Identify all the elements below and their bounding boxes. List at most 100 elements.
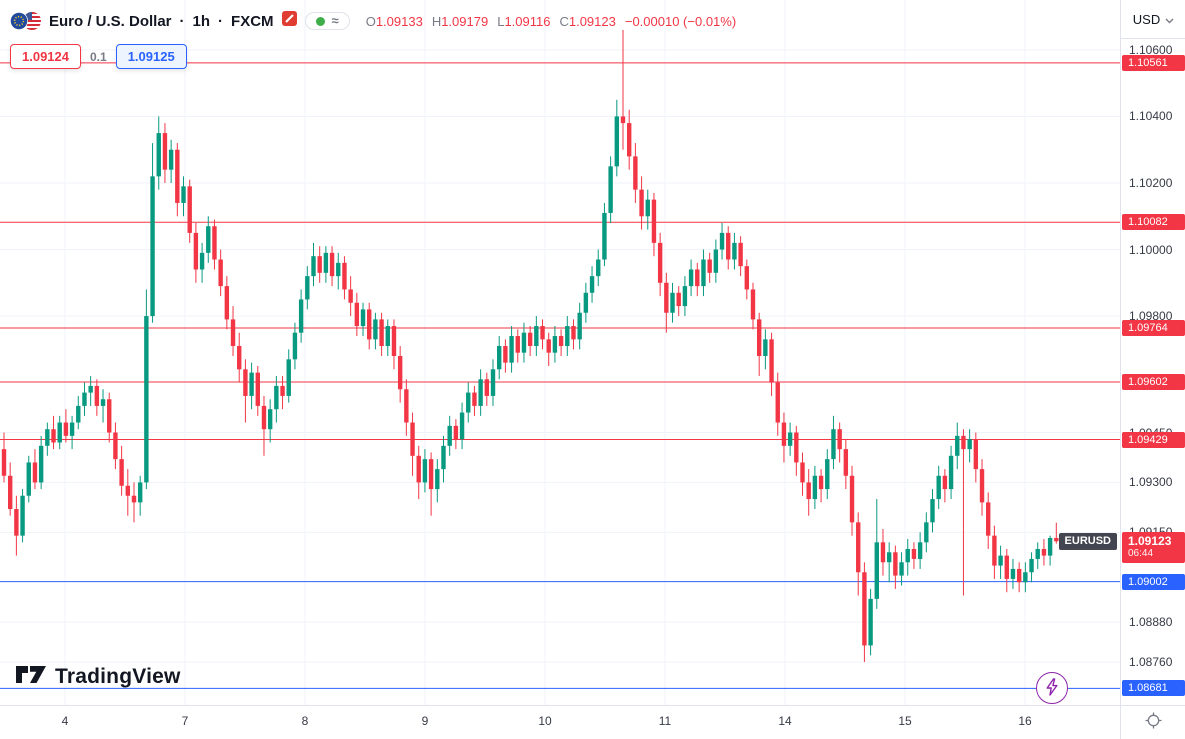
candle: [51, 415, 56, 450]
price-tick-label: 1.10600: [1129, 42, 1173, 57]
candlestick-chart[interactable]: [0, 0, 1120, 705]
symbol-legend[interactable]: Euro / U.S. Dollar · 1h · FXCM ≈ O1.0913…: [10, 9, 736, 33]
candle: [955, 422, 960, 470]
candle: [849, 465, 855, 536]
candle: [917, 532, 923, 569]
ohlc-values: O1.09133 H1.09179 L1.09116 C1.09123 −0.0…: [366, 14, 736, 29]
candle: [732, 232, 737, 270]
candle: [942, 469, 948, 503]
market-status-pill[interactable]: ≈: [304, 12, 350, 30]
sell-button[interactable]: 1.09124: [10, 44, 81, 69]
candle: [726, 226, 731, 270]
candle: [701, 249, 706, 297]
candle: [317, 246, 322, 283]
legend-separator: ·: [218, 12, 224, 30]
candle: [249, 362, 254, 410]
candle: [1041, 538, 1047, 566]
last-price-symbol-tag: EURUSD: [1058, 533, 1117, 551]
candle: [76, 395, 81, 430]
candle: [546, 332, 551, 366]
time-axis[interactable]: 4 7 8 9 10 11 14 15 16: [0, 705, 1120, 739]
candle: [707, 252, 712, 283]
chevron-down-icon: [1165, 12, 1174, 27]
currency-selector[interactable]: USD: [1121, 0, 1185, 39]
interval-label[interactable]: 1h: [192, 12, 211, 30]
quantity-field[interactable]: 0.1: [90, 49, 107, 64]
candle: [478, 369, 483, 416]
candle: [348, 276, 353, 317]
candle: [329, 246, 335, 287]
approx-data-icon: ≈: [331, 13, 339, 28]
candle: [552, 326, 558, 363]
last-price-value: 1.09123: [1128, 534, 1172, 549]
price-tick-label: 1.09300: [1129, 475, 1173, 490]
candle: [63, 409, 69, 443]
candle: [447, 415, 452, 456]
candle: [107, 392, 112, 443]
candle: [237, 332, 242, 383]
candle: [571, 319, 576, 350]
candle: [311, 242, 316, 287]
candle: [979, 459, 985, 516]
candle: [626, 109, 632, 170]
candle: [837, 422, 842, 463]
candle: [886, 542, 892, 583]
low-value: 1.09116: [504, 13, 551, 29]
candle: [404, 379, 409, 436]
symbol-title[interactable]: Euro / U.S. Dollar: [49, 12, 172, 30]
tradingview-logo[interactable]: TradingView: [16, 662, 181, 692]
candle: [763, 329, 768, 370]
candle: [936, 465, 941, 510]
candle: [422, 449, 428, 493]
candle: [930, 489, 935, 533]
candle: [1, 432, 7, 483]
candle: [986, 492, 991, 549]
buy-button[interactable]: 1.09125: [115, 44, 187, 69]
time-tick-label: 8: [301, 714, 309, 728]
candle: [577, 302, 582, 350]
price-line-badge: 1.09429: [1122, 431, 1185, 448]
price-line-badge: 1.09764: [1122, 320, 1185, 337]
candle: [490, 359, 496, 406]
candle: [100, 389, 106, 423]
price-tick-label: 1.08760: [1129, 655, 1173, 670]
candle: [558, 329, 564, 356]
candle: [125, 469, 130, 516]
candle: [899, 552, 904, 586]
crosshair-target-icon[interactable]: [1145, 712, 1162, 734]
candle: [893, 545, 898, 589]
candle: [800, 452, 805, 496]
candle: [305, 266, 310, 310]
candle: [738, 236, 743, 277]
eu-flag-icon: [10, 12, 28, 30]
axis-corner[interactable]: [1120, 705, 1185, 739]
candle: [521, 322, 527, 363]
candle: [657, 232, 663, 297]
candle: [199, 242, 205, 283]
candle: [534, 316, 539, 356]
candle: [695, 262, 700, 297]
market-open-dot: [315, 16, 325, 26]
close-label: C: [559, 13, 569, 29]
candle: [113, 422, 118, 470]
price-axis[interactable]: USD 1.10600 1.10400 1.10200 1.10000 1.09800 1…: [1120, 0, 1185, 705]
candle: [676, 286, 681, 317]
instant-trading-lightning-button[interactable]: [1036, 672, 1068, 704]
candle: [26, 455, 31, 503]
chart-plot-area[interactable]: EURUSD: [0, 0, 1120, 705]
candle: [856, 512, 861, 596]
candle: [168, 139, 174, 183]
price-tick-label: 1.09800: [1129, 309, 1173, 324]
candle: [769, 332, 774, 396]
time-tick-label: 14: [778, 714, 792, 728]
candle: [14, 495, 19, 556]
fxcm-logo-icon: [281, 11, 297, 31]
tradingview-logo-icon: [16, 662, 46, 692]
candles-series[interactable]: [1, 29, 1059, 663]
candle: [794, 425, 799, 476]
candle: [787, 422, 793, 456]
candle: [862, 562, 867, 663]
price-tick-label: 1.08880: [1129, 615, 1173, 630]
time-tick-label: 9: [421, 714, 429, 728]
candle: [1010, 558, 1016, 589]
